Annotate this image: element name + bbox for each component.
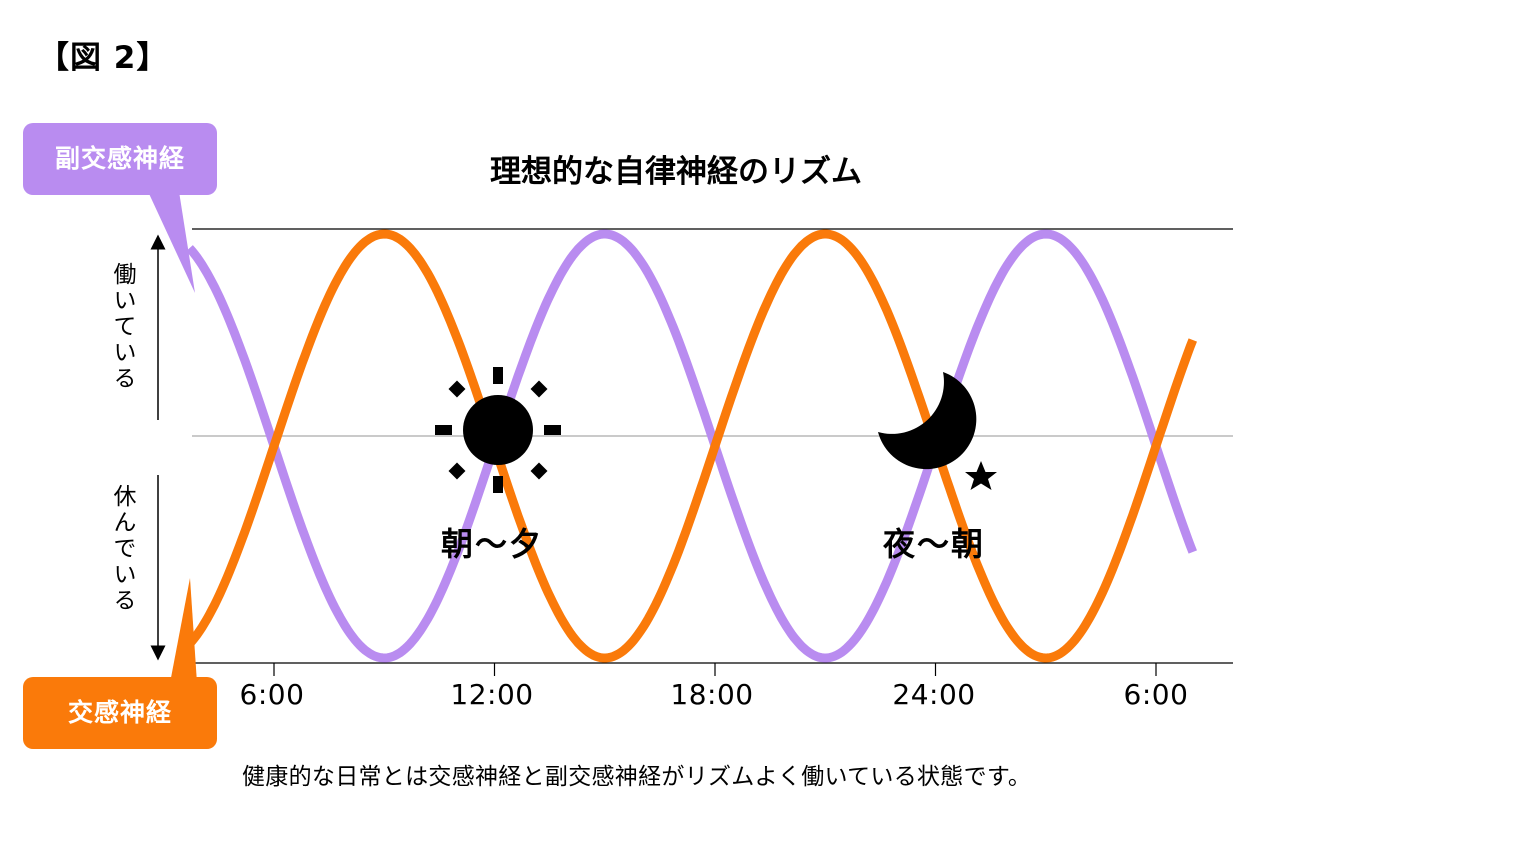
x-tick-label: 18:00 [670,678,754,711]
figure-label: 【図 2】 [38,40,169,76]
caption: 健康的な日常とは交感神経と副交感神経がリズムよく働いている状態です。 [242,764,1032,790]
star-icon [965,461,997,490]
sun-icon [435,367,561,493]
parasympathetic-callout-pointer [145,185,195,293]
chart-title: 理想的な自律神経のリズム [490,154,862,190]
x-tick-label: 24:00 [892,678,976,711]
sympathetic-callout: 交感神経 [23,677,217,749]
x-tick-label: 6:00 [239,678,305,711]
day-period-label: 朝〜夕 [440,525,543,563]
x-tick-label: 6:00 [1123,678,1189,711]
active-label: 働いている [109,262,135,392]
parasympathetic-curve [186,229,1197,663]
sympathetic-curve [186,229,1197,663]
resting-label: 休んでいる [109,484,135,614]
sympathetic-callout-pointer [170,578,197,683]
moon-icon [878,372,977,470]
night-period-label: 夜〜朝 [882,525,985,563]
x-tick-label: 12:00 [450,678,534,711]
parasympathetic-callout: 副交感神経 [23,123,217,195]
